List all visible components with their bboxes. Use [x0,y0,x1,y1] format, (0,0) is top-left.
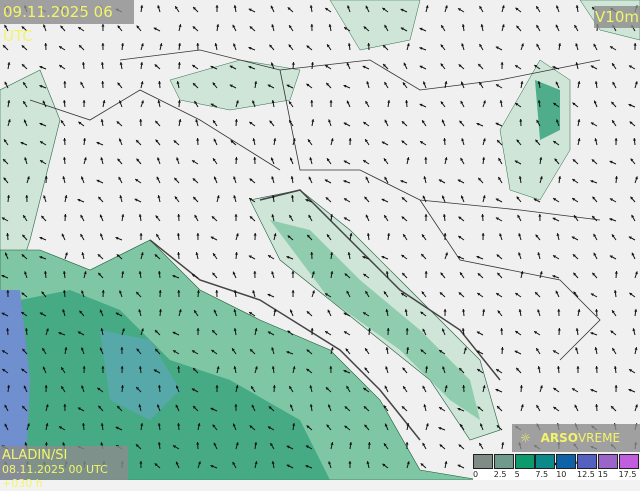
valid-time-label: 09.11.2025 06 UTC [0,0,134,24]
legend-tick: 10 [556,470,566,479]
legend-swatch [535,454,555,469]
legend-swatch [619,454,639,469]
legend-tick: 5 [515,470,520,479]
sun-icon: ☼ [520,431,531,445]
model-run: 08.11.2025 00 UTC +030 h [2,463,126,491]
legend-swatch [494,454,514,469]
wind-map [0,0,640,480]
model-name: ALADIN/SI [2,449,126,463]
legend-swatch [577,454,597,469]
legend-tick: 2.5 [494,470,507,479]
model-info: ALADIN/SI 08.11.2025 00 UTC +030 h [0,446,128,480]
legend-swatch [473,454,493,469]
brand-bold: ARSO [541,431,578,445]
legend-tick: 12.5 [577,470,595,479]
legend-swatch [598,454,618,469]
legend-tick: 17.5 [619,470,637,479]
parameter-label: V10m [594,6,640,28]
legend-tick: 15 [598,470,608,479]
legend-swatch [556,454,576,469]
arso-logo: ☼ ARSOVREME [512,424,640,452]
legend-swatch [515,454,535,469]
legend-tick: 0 [473,470,478,479]
legend-tick: 7.5 [535,470,548,479]
brand-light: VREME [578,431,620,445]
